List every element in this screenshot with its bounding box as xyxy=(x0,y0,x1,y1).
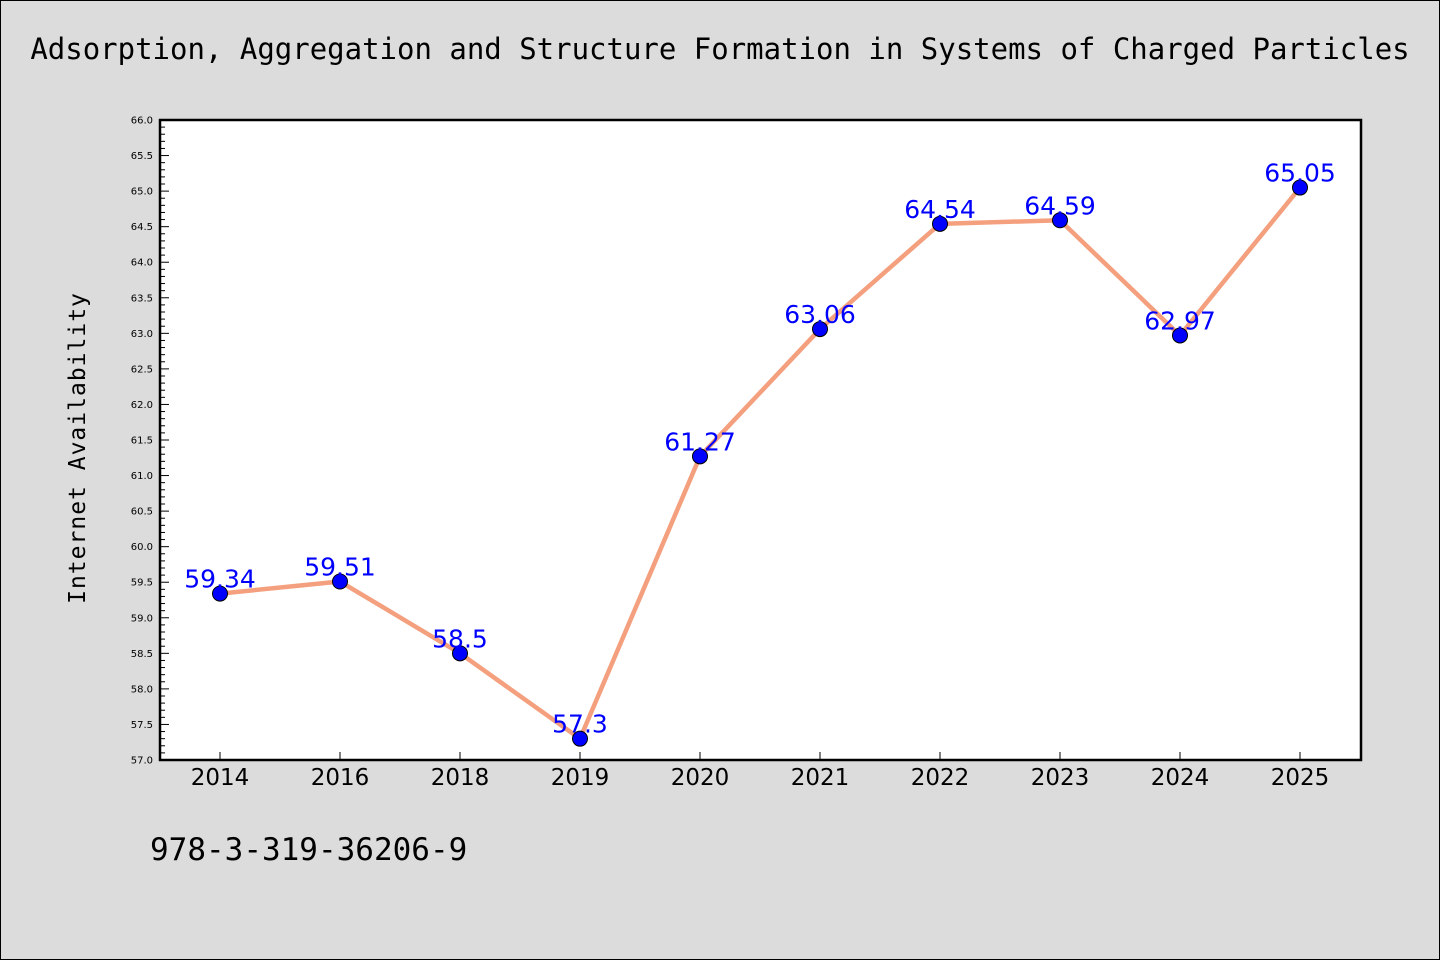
data-label: 64.59 xyxy=(1024,191,1096,220)
footnote-isbn: 978-3-319-36206-9 xyxy=(150,832,468,868)
x-tick-label: 2021 xyxy=(791,765,850,791)
y-tick-label: 57.5 xyxy=(131,720,153,731)
y-tick-label: 65.5 xyxy=(131,151,153,162)
y-tick-label: 59.5 xyxy=(131,578,153,589)
data-point xyxy=(692,448,708,465)
markers-group xyxy=(212,179,1308,747)
y-tick-label: 63.0 xyxy=(131,329,153,340)
plot-area xyxy=(158,118,1363,762)
y-tick-label: 58.5 xyxy=(131,649,153,660)
data-point xyxy=(1292,179,1308,196)
x-tick-label: 2020 xyxy=(671,765,730,791)
data-labels-group: 59.34 59.51 58.5 57.3 61.27 63.06 64.54 64.59 62… xyxy=(184,159,1336,739)
y-tick-label: 60.5 xyxy=(131,507,153,518)
data-label: 59.34 xyxy=(184,565,256,594)
y-tick-label: 62.0 xyxy=(131,400,153,411)
data-point xyxy=(572,730,588,747)
data-label: 61.27 xyxy=(664,427,736,456)
y-tick-label: 58.0 xyxy=(131,684,153,695)
data-label: 58.5 xyxy=(432,624,488,653)
x-axis: 2014 2016 2018 2019 2020 2021 2022 2023 2024 2025 xyxy=(191,752,1330,791)
data-point xyxy=(932,215,948,232)
x-tick-label: 2025 xyxy=(1271,765,1330,791)
data-point xyxy=(812,321,828,338)
series-line xyxy=(219,186,1302,741)
data-label: 62.97 xyxy=(1144,306,1216,335)
y-axis: 57.0 57.5 58.0 58.5 59.0 59.5 60.0 60.5 61.0 61.5… xyxy=(131,116,169,767)
data-point xyxy=(332,573,348,590)
x-tick-label: 2019 xyxy=(551,765,610,791)
y-tick-label: 65.0 xyxy=(131,187,153,198)
y-tick-label: 61.0 xyxy=(131,471,153,482)
x-tick-label: 2023 xyxy=(1031,765,1090,791)
x-tick-label: 2022 xyxy=(911,765,970,791)
y-tick-label: 60.0 xyxy=(131,542,153,553)
y-tick-label: 59.0 xyxy=(131,613,153,624)
y-tick-label: 66.0 xyxy=(131,116,153,127)
y-axis-label: Internet Availability xyxy=(65,292,91,604)
y-tick-label: 57.0 xyxy=(131,756,153,767)
data-point xyxy=(1052,212,1068,229)
data-label: 64.54 xyxy=(904,195,976,224)
y-tick-label: 64.0 xyxy=(131,258,153,269)
x-tick-label: 2018 xyxy=(431,765,490,791)
x-tick-label: 2024 xyxy=(1151,765,1210,791)
y-tick-label: 61.5 xyxy=(131,436,153,447)
y-tick-label: 64.5 xyxy=(131,222,153,233)
data-point xyxy=(452,645,468,662)
series-line-group xyxy=(219,186,1302,741)
data-point xyxy=(212,585,228,602)
data-label: 63.06 xyxy=(784,300,856,329)
y-tick-label: 62.5 xyxy=(131,364,153,375)
data-label: 57.3 xyxy=(552,710,608,739)
data-label: 65.05 xyxy=(1264,159,1336,188)
x-tick-label: 2016 xyxy=(311,765,370,791)
y-tick-label: 63.5 xyxy=(131,293,153,304)
data-label: 59.51 xyxy=(304,553,376,582)
chart-title: Adsorption, Aggregation and Structure Fo… xyxy=(30,32,1410,66)
x-tick-label: 2014 xyxy=(191,765,250,791)
data-point xyxy=(1172,327,1188,344)
